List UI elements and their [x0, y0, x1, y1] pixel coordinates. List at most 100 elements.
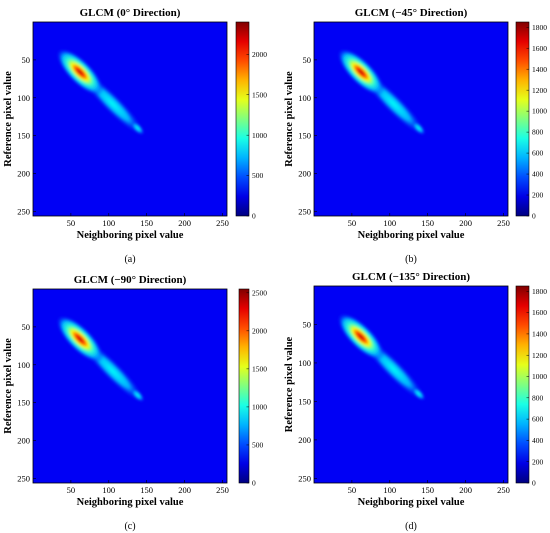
y-tick-label: 250 [17, 206, 30, 216]
y-tick-label: 150 [298, 396, 311, 406]
heatmap-peak [337, 313, 385, 361]
panel-caption: (c) [124, 521, 135, 532]
x-tick-label: 100 [383, 218, 396, 228]
colorbar-tick-label: 800 [532, 128, 544, 137]
heatmap-secondary-spot [130, 121, 145, 135]
chart-title: GLCM (−45° Direction) [355, 7, 468, 19]
colorbar-tick-label: 200 [532, 191, 544, 200]
y-tick-label: 100 [17, 93, 30, 103]
y-tick-label: 50 [22, 322, 31, 332]
chart-title: GLCM (−135° Direction) [352, 271, 470, 283]
colorbar-tick-label: 1200 [532, 351, 547, 360]
heatmap-secondary-spot [130, 388, 145, 402]
y-tick-label: 50 [303, 319, 312, 329]
x-axis-label: Neighboring pixel value [358, 230, 465, 241]
colorbar [235, 21, 250, 217]
y-tick-label: 100 [298, 358, 311, 368]
colorbar-tick-label: 1600 [532, 44, 547, 53]
heatmap-peak [56, 315, 104, 363]
x-tick-label: 150 [140, 218, 153, 228]
heatmap-secondary-spot [411, 121, 426, 135]
y-tick-label: 150 [17, 398, 30, 408]
x-tick-label: 50 [348, 218, 357, 228]
colorbar-tick-label: 1500 [252, 90, 267, 99]
heatmap-peak [56, 48, 104, 96]
glcm-panel-a: 50 100 150 200 250 50 100 150 200 250 GLCM (0° Dir… [3, 7, 267, 265]
x-tick-label: 100 [102, 218, 115, 228]
y-tick-label: 100 [298, 93, 311, 103]
heatmap-secondary-spot [411, 386, 426, 401]
x-tick-label: 150 [421, 218, 434, 228]
panel-caption: (d) [405, 521, 417, 532]
colorbar-tick-label: 1400 [532, 65, 547, 74]
x-tick-label: 200 [459, 218, 472, 228]
colorbar-tick-label: 1800 [532, 287, 547, 296]
plot-frame [32, 288, 228, 484]
x-tick-label: 50 [348, 485, 357, 495]
colorbar-tick-label: 1200 [532, 86, 547, 95]
y-tick-label: 150 [298, 131, 311, 141]
y-tick-label: 50 [22, 55, 31, 65]
y-tick-label: 250 [298, 206, 311, 216]
chart-title: GLCM (−90° Direction) [74, 274, 187, 286]
y-tick-label: 200 [298, 169, 311, 179]
colorbar-tick-label: 1000 [252, 403, 267, 412]
y-axis-label: Reference pixel value [284, 336, 295, 432]
heatmap-peak [337, 48, 385, 96]
plot-frame [313, 285, 509, 484]
x-tick-label: 200 [178, 485, 191, 495]
glcm-panel-c: 50 100 150 200 250 50 100 150 200 250 GLCM (−90° D… [3, 274, 267, 532]
y-tick-label: 200 [17, 436, 30, 446]
colorbar-tick-label: 1000 [532, 372, 547, 381]
colorbar-tick-label: 0 [252, 212, 256, 221]
colorbar-tick-label: 600 [532, 149, 544, 158]
colorbar-tick-label: 1400 [532, 330, 547, 339]
x-tick-label: 200 [459, 485, 472, 495]
y-tick-label: 150 [17, 131, 30, 141]
colorbar-tick-label: 1600 [532, 308, 547, 317]
colorbar [238, 288, 250, 484]
y-axis-label: Reference pixel value [3, 338, 14, 434]
x-tick-label: 250 [216, 485, 229, 495]
x-tick-label: 250 [497, 485, 510, 495]
x-axis-label: Neighboring pixel value [77, 230, 184, 241]
x-tick-label: 100 [383, 485, 396, 495]
glcm-panel-d: 50 100 150 200 250 50 100 150 200 250 GLCM (−135° … [284, 271, 547, 532]
x-tick-label: 250 [497, 218, 510, 228]
colorbar-tick-label: 1000 [252, 131, 267, 140]
chart-title: GLCM (0° Direction) [80, 7, 181, 19]
colorbar-tick-label: 2000 [252, 326, 267, 335]
colorbar-tick-label: 500 [252, 441, 264, 450]
colorbar [515, 21, 530, 217]
y-tick-label: 200 [298, 435, 311, 445]
glcm-panel-b: 50 100 150 200 250 50 100 150 200 250 GLCM (−45° D… [284, 7, 547, 265]
colorbar-tick-label: 1500 [252, 364, 267, 373]
x-axis-label: Neighboring pixel value [77, 497, 184, 508]
plot-frame [32, 21, 228, 217]
colorbar-tick-label: 600 [532, 415, 544, 424]
colorbar-tick-label: 1800 [532, 23, 547, 32]
x-tick-label: 250 [216, 218, 229, 228]
x-tick-label: 50 [67, 485, 76, 495]
y-tick-label: 100 [17, 360, 30, 370]
x-tick-label: 150 [140, 485, 153, 495]
colorbar-tick-label: 200 [532, 457, 544, 466]
y-axis-label: Reference pixel value [284, 71, 295, 167]
colorbar-tick-label: 0 [252, 479, 256, 488]
colorbar-tick-label: 500 [252, 171, 264, 180]
colorbar [515, 285, 530, 484]
x-tick-label: 50 [67, 218, 76, 228]
y-tick-label: 250 [17, 473, 30, 483]
x-tick-label: 200 [178, 218, 191, 228]
colorbar-tick-label: 400 [532, 170, 544, 179]
colorbar-tick-label: 400 [532, 436, 544, 445]
y-tick-label: 250 [298, 473, 311, 483]
colorbar-tick-label: 2500 [252, 288, 267, 297]
y-axis-label: Reference pixel value [3, 71, 14, 167]
colorbar-tick-label: 0 [532, 212, 536, 221]
panel-caption: (a) [124, 254, 135, 265]
colorbar-tick-label: 1000 [532, 107, 547, 116]
x-axis-label: Neighboring pixel value [358, 497, 465, 508]
colorbar-tick-label: 2000 [252, 50, 267, 59]
